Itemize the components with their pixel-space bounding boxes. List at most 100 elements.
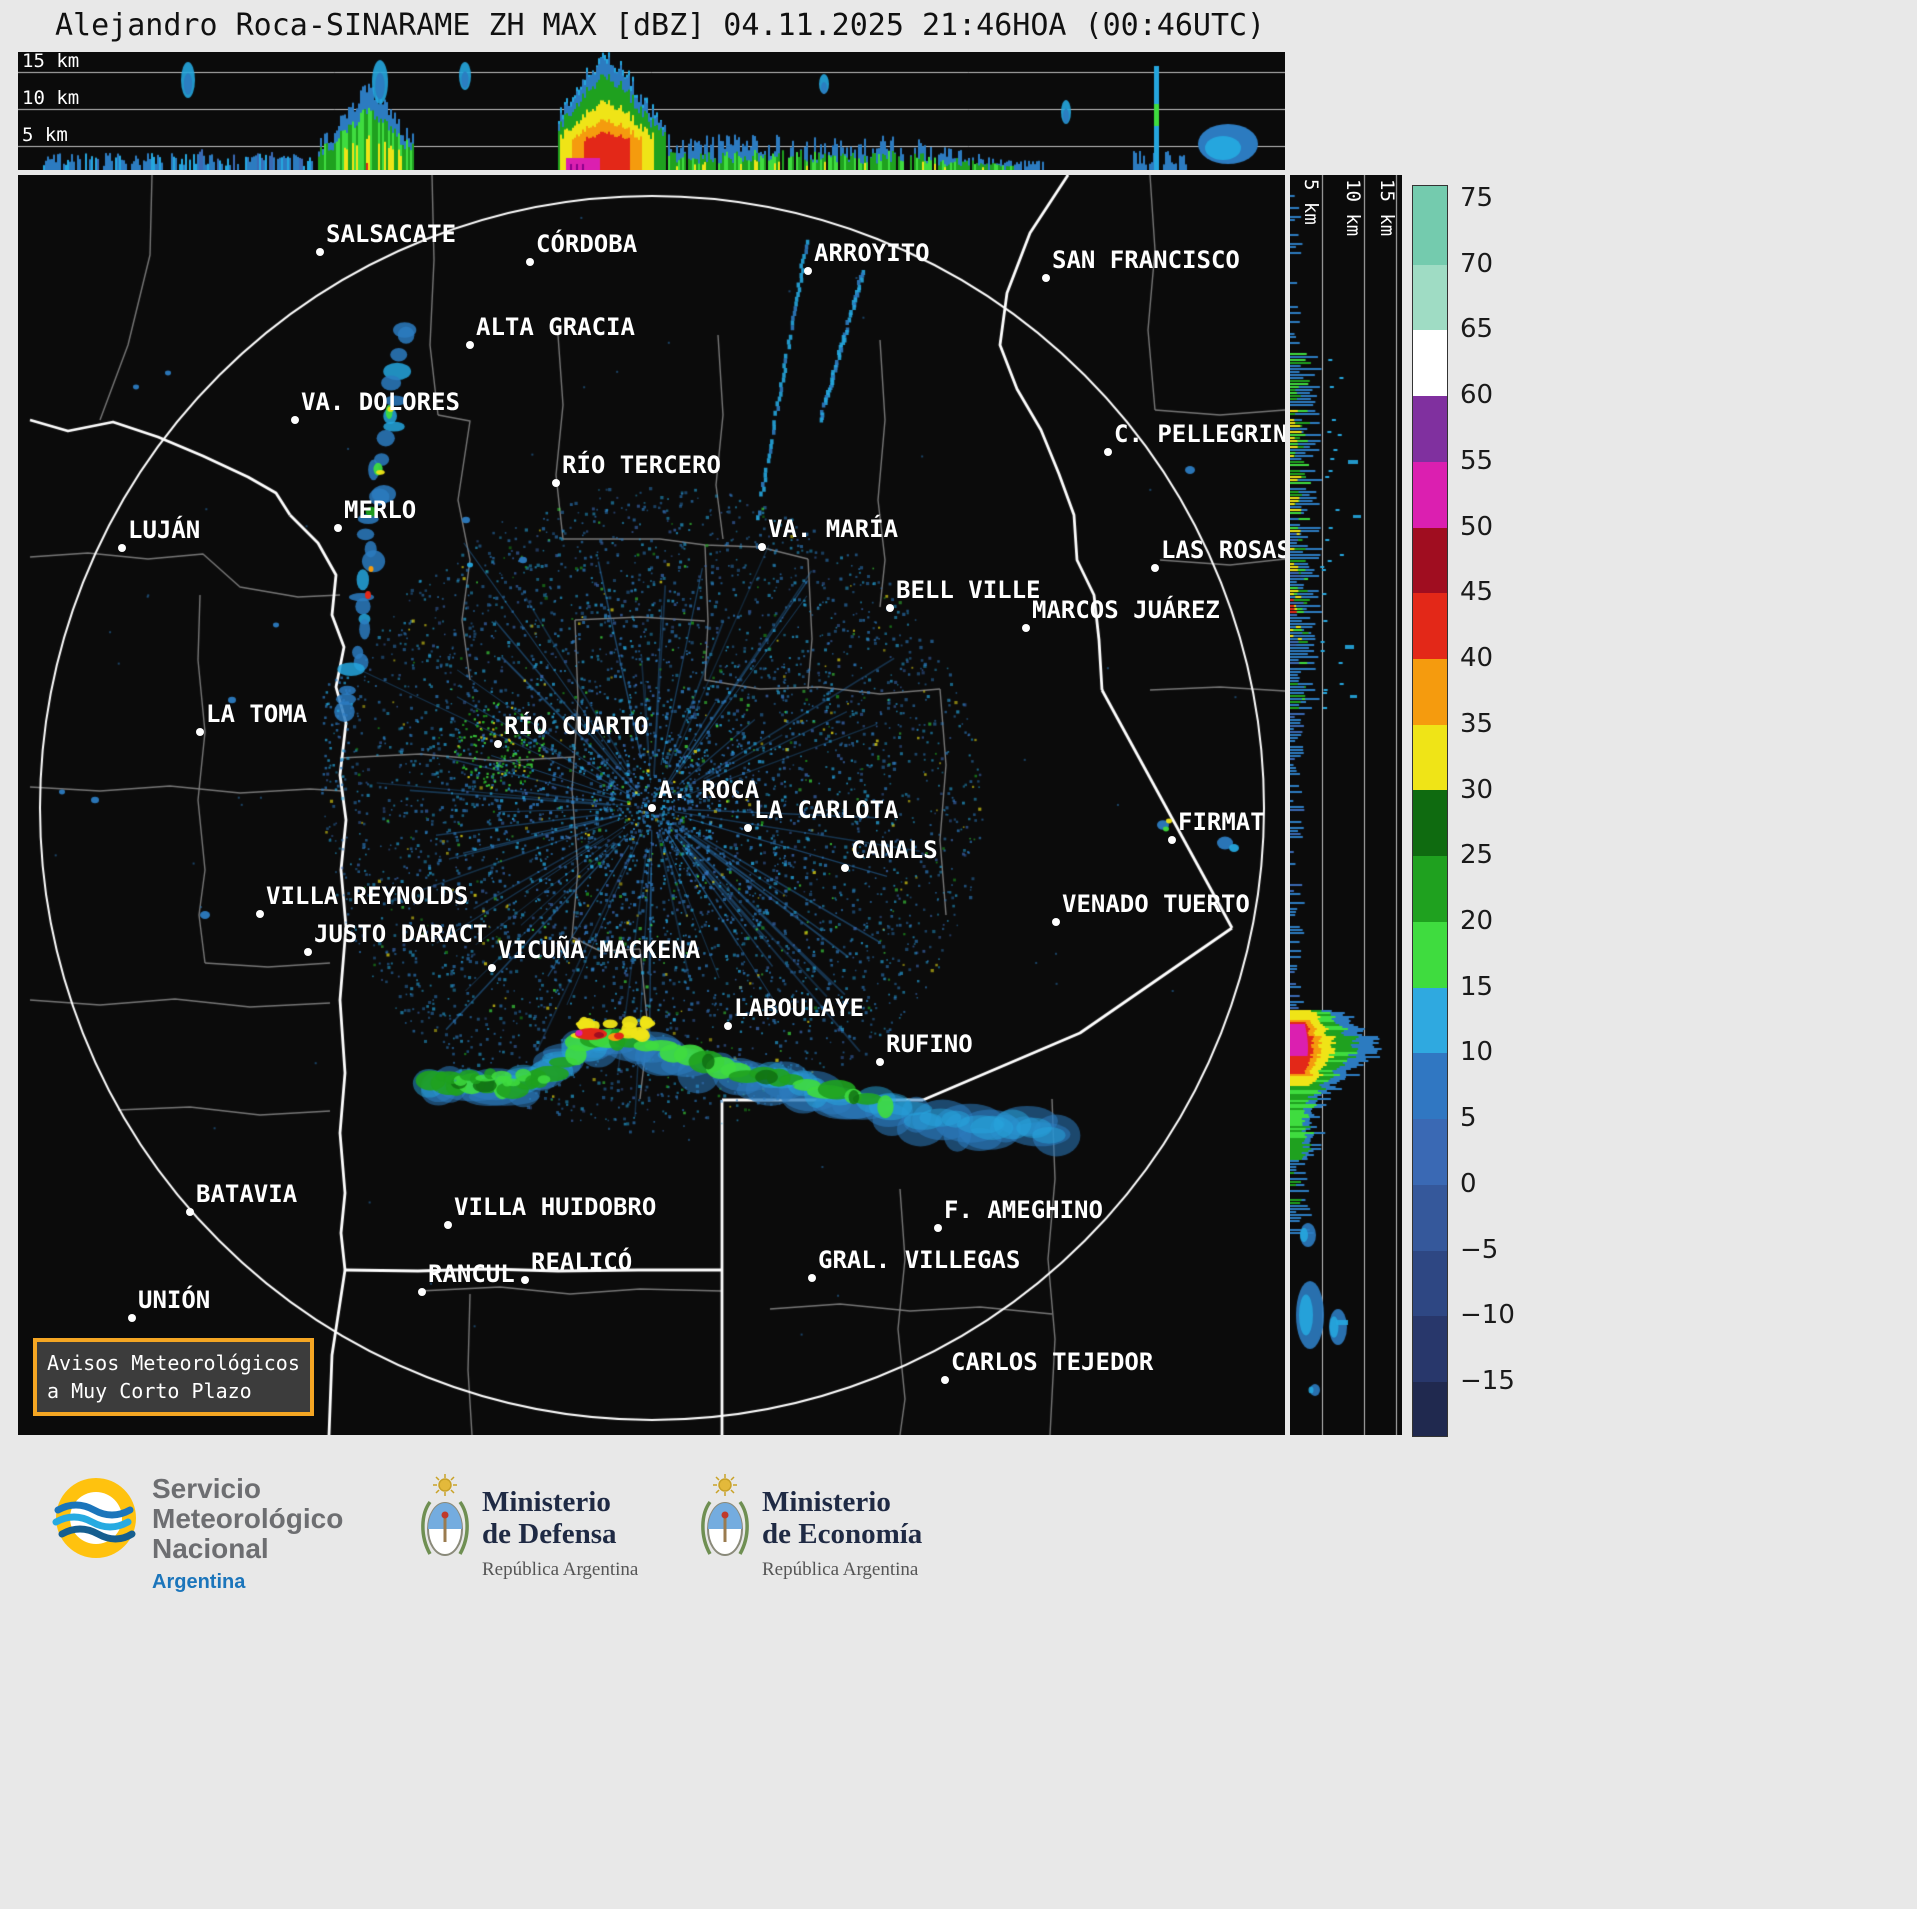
height-label-10km: 10 km	[22, 87, 80, 109]
smn-country: Argentina	[152, 1571, 246, 1593]
city-dot	[304, 948, 312, 956]
height-label-5km-vertical: 5 km	[1300, 179, 1322, 225]
smn-line-3: Nacional	[152, 1533, 269, 1564]
colorbar-tick: 65	[1460, 314, 1494, 345]
city-dot	[886, 604, 894, 612]
city-dot	[488, 964, 496, 972]
colorbar-segment	[1413, 856, 1447, 922]
city-label: CANALS	[851, 836, 938, 864]
colorbar-segment	[1413, 1053, 1447, 1120]
colorbar-segment	[1413, 330, 1447, 397]
top-profile-canvas	[18, 52, 1285, 170]
colorbar-tick: 5	[1460, 1103, 1477, 1134]
city-dot	[941, 1376, 949, 1384]
colorbar-segment	[1413, 527, 1447, 594]
height-label-15km-vertical: 15 km	[1376, 179, 1398, 237]
smn-text: Servicio Meteorológico Nacional Argentin…	[152, 1474, 343, 1597]
economia-subtitle: República Argentina	[762, 1559, 919, 1580]
city-label: C. PELLEGRINI	[1114, 420, 1285, 448]
coat-of-arms-icon	[421, 1474, 469, 1556]
city-dot	[808, 1274, 816, 1282]
colorbar-segment	[1413, 1316, 1447, 1382]
city-dot	[934, 1224, 942, 1232]
city-label: UNIÓN	[138, 1286, 211, 1314]
colorbar-tick: 45	[1460, 577, 1494, 608]
top-height-profile-panel: 15 km 10 km 5 km	[18, 52, 1285, 170]
city-label: MARCOS JUÁREZ	[1032, 596, 1220, 624]
city-label: JUSTO DARACT	[314, 920, 488, 948]
city-dot	[118, 544, 126, 552]
colorbar-segment	[1413, 921, 1447, 988]
city-dot	[291, 416, 299, 424]
city-label: CÓRDOBA	[536, 230, 638, 258]
city-label: F. AMEGHINO	[944, 1196, 1103, 1224]
colorbar-tick: 50	[1460, 511, 1494, 542]
economia-line-1: Ministerio	[762, 1486, 891, 1518]
right-profile-canvas	[1290, 175, 1402, 1435]
city-dot	[552, 479, 560, 487]
city-dot	[1042, 274, 1050, 282]
city-label: VILLA REYNOLDS	[266, 882, 469, 910]
city-label: A. ROCA	[658, 776, 760, 804]
colorbar-segment	[1413, 987, 1447, 1054]
city-label: FIRMAT	[1178, 808, 1265, 836]
city-dot	[444, 1221, 452, 1229]
colorbar-tick: 25	[1460, 840, 1494, 871]
radar-map-panel: SALSACATE CÓRDOBA ALTA GRACIA ARROYITO SAN F…	[18, 175, 1285, 1435]
city-label: BATAVIA	[196, 1180, 298, 1208]
colorbar-segment	[1413, 461, 1447, 528]
city-label: RÍO CUARTO	[504, 712, 649, 740]
city-label: RÍO TERCERO	[562, 451, 721, 479]
city-dot	[758, 543, 766, 551]
city-dot	[186, 1208, 194, 1216]
height-label-15km: 15 km	[22, 52, 80, 72]
colorbar-segment	[1413, 593, 1447, 660]
colorbar-segment	[1413, 659, 1447, 725]
colorbar-segment	[1413, 186, 1447, 199]
city-dot	[521, 1276, 529, 1284]
city-dot	[466, 341, 474, 349]
page-title: Alejandro Roca-SINARAME ZH MAX [dBZ] 04.…	[55, 8, 1266, 43]
city-dot	[494, 740, 502, 748]
city-label: SALSACATE	[326, 220, 457, 248]
city-dot	[1151, 564, 1159, 572]
colorbar-segment	[1413, 1119, 1447, 1185]
city-dot	[1168, 836, 1176, 844]
city-dot	[334, 524, 342, 532]
city-dot	[744, 824, 752, 832]
city-dot	[841, 864, 849, 872]
defensa-text: Ministerio de Defensa República Argentin…	[482, 1486, 638, 1586]
colorbar-segment	[1413, 264, 1447, 331]
city-dot	[526, 258, 534, 266]
warning-box: Avisos Meteorológicos a Muy Corto Plazo	[33, 1338, 314, 1416]
defensa-line-1: Ministerio	[482, 1486, 611, 1518]
coat-of-arms-icon	[701, 1474, 749, 1556]
city-label: LABOULAYE	[734, 994, 865, 1022]
city-label: GRAL. VILLEGAS	[818, 1246, 1021, 1274]
colorbar-tick: 30	[1460, 774, 1494, 805]
city-label: LA CARLOTA	[754, 796, 899, 824]
colorbar-tick: 10	[1460, 1037, 1494, 1068]
city-dot	[876, 1058, 884, 1066]
ministerio-defensa-block: Ministerio de Defensa República Argentin…	[420, 1472, 638, 1586]
city-dot	[804, 267, 812, 275]
warning-line-1: Avisos Meteorológicos	[47, 1351, 300, 1375]
city-dot	[1052, 918, 1060, 926]
colorbar-tick: 75	[1460, 183, 1494, 213]
city-label: ALTA GRACIA	[476, 313, 635, 341]
colorbar-tick: 60	[1460, 380, 1494, 411]
colorbar-tick: 55	[1460, 445, 1494, 476]
smn-logo-block: Servicio Meteorológico Nacional Argentin…	[52, 1474, 343, 1597]
height-label-5km: 5 km	[22, 124, 68, 146]
smn-line-1: Servicio	[152, 1473, 261, 1504]
colorbar-segment	[1413, 724, 1447, 791]
city-dot	[1022, 624, 1030, 632]
city-dot	[648, 804, 656, 812]
city-label: RANCUL	[428, 1260, 515, 1288]
city-dot	[196, 728, 204, 736]
colorbar-tick: 35	[1460, 708, 1494, 739]
colorbar-segment	[1413, 396, 1447, 462]
colorbar-tick: 0	[1460, 1168, 1477, 1199]
footer: Servicio Meteorológico Nacional Argentin…	[0, 1462, 1917, 1622]
